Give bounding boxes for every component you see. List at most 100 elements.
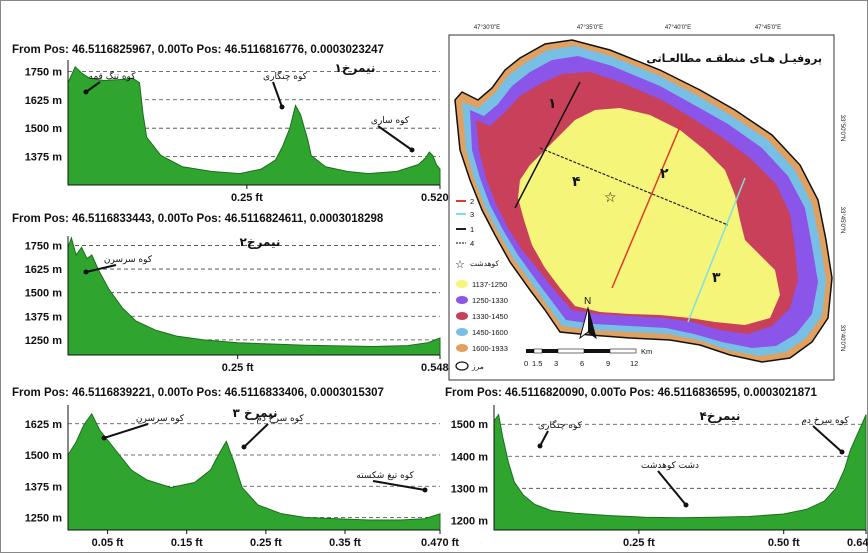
landmark-label: کوه چنگاری bbox=[538, 419, 583, 431]
legend-class-swatch bbox=[456, 296, 468, 304]
profile4-header: From Pos: 46.5116820090, 0.00To Pos: 46.… bbox=[445, 387, 818, 399]
x-tick-label: 0.470 ft bbox=[421, 537, 459, 549]
north-arrow-fill bbox=[588, 308, 596, 338]
y-tick-label: 1625 m bbox=[25, 264, 63, 276]
map-top-coord: 47°40'0"E bbox=[665, 25, 691, 31]
annotation-arrowhead bbox=[683, 502, 689, 508]
landmark-label: کوه ساری bbox=[371, 116, 410, 126]
legend-line-label: 1 bbox=[470, 225, 474, 234]
x-tick-label: 0.25 ft bbox=[623, 537, 655, 549]
map-top-coord: 47°30'0"E bbox=[474, 25, 500, 31]
scale-seg bbox=[557, 348, 585, 354]
y-tick-label: 1625 m bbox=[25, 419, 63, 431]
legend-class-swatch bbox=[456, 312, 468, 320]
landmark-label: کوه سرسرن bbox=[136, 414, 185, 424]
map-side-coord: 33°50'0"N bbox=[839, 115, 845, 142]
legend-class-label: 1450-1600 bbox=[472, 328, 508, 337]
landmark-label: کوه چنگاری bbox=[263, 70, 308, 82]
profile-title: نیمرخ ۳ bbox=[232, 406, 277, 420]
scale-label: 0 bbox=[524, 359, 528, 368]
annotation-arrow bbox=[85, 264, 117, 273]
profile3-chart: 1625 m 1500 m 1375 m 1250 m 0.05 ft 0.15 ft 0.… bbox=[25, 405, 459, 549]
annotation-arrow bbox=[85, 81, 101, 93]
annotation-arrow bbox=[103, 423, 149, 439]
landmark-label: کوه تیغ شکسته bbox=[356, 471, 414, 481]
scale-label: 12 bbox=[630, 359, 638, 368]
elevation-area bbox=[67, 412, 441, 531]
annotation-arrowhead bbox=[409, 147, 415, 153]
y-tick-label: 1375 m bbox=[25, 311, 63, 323]
x-tick-label: 0.50 ft bbox=[768, 537, 800, 549]
zone-label: ۴ bbox=[572, 174, 581, 190]
y-tick-label: 1750 m bbox=[25, 66, 63, 78]
annotation-arrowhead bbox=[83, 89, 89, 95]
profile3-header: From Pos: 46.5116839221, 0.00To Pos: 46.… bbox=[12, 387, 384, 399]
annotation-arrowhead bbox=[101, 435, 107, 441]
y-tick-label: 1500 m bbox=[451, 419, 489, 431]
x-tick-label: 0.35 ft bbox=[329, 537, 361, 549]
landmark-label: کوه سرخ دم bbox=[256, 414, 304, 424]
y-tick-label: 1500 m bbox=[25, 450, 63, 462]
study-area-boundary bbox=[454, 39, 833, 363]
zone-label: ۱ bbox=[548, 96, 557, 112]
y-tick-label: 1300 m bbox=[451, 483, 489, 495]
profile-line-1 bbox=[514, 81, 581, 209]
map-top-coord: 47°35'0"E bbox=[577, 25, 603, 31]
y-tick-label: 1500 m bbox=[25, 123, 63, 135]
map-title: پروفیـل هـای منطقـه مطالعـاتی bbox=[646, 52, 822, 65]
scale-label: 3 bbox=[554, 359, 558, 368]
x-tick-label: 0.25 ft bbox=[231, 192, 263, 204]
legend-class-label: 1330-1450 bbox=[472, 312, 508, 321]
map-legend: 2 3 1 4 ☆ کوهدشت 1137-1250 1250-1330 133… bbox=[455, 197, 508, 371]
y-tick-label: 1625 m bbox=[25, 95, 63, 107]
profile2-header: From Pos: 46.5116833443, 0.00To Pos: 46.… bbox=[12, 213, 384, 225]
annotation-arrowhead bbox=[422, 487, 428, 493]
elevation-band-1137-1250 bbox=[518, 108, 780, 325]
y-tick-label: 1250 m bbox=[25, 335, 63, 347]
y-tick-label: 1400 m bbox=[451, 451, 489, 463]
profile-title: نیمرخ۱ bbox=[335, 61, 376, 75]
kuhdasht-star-icon: ☆ bbox=[604, 190, 617, 206]
legend-line-label: 3 bbox=[470, 210, 474, 219]
zone-label: ۳ bbox=[712, 270, 721, 286]
zone-label: ۲ bbox=[660, 166, 669, 182]
legend-line-label: 2 bbox=[470, 197, 474, 206]
scale-seg bbox=[533, 348, 543, 354]
landmark-label: کوه سرسرن bbox=[104, 255, 153, 265]
profile-title: نیمرخ۴ bbox=[700, 409, 741, 423]
annotation-arrow bbox=[243, 423, 269, 448]
scale-label: 9 bbox=[606, 359, 610, 368]
profile-line-2 bbox=[611, 114, 686, 289]
scale-seg bbox=[526, 349, 534, 353]
annotation-arrow bbox=[539, 430, 549, 447]
scale-label: 6 bbox=[580, 359, 584, 368]
y-tick-label: 1375 m bbox=[25, 481, 63, 493]
profile-title: نیمرخ۲ bbox=[240, 235, 281, 249]
annotation-arrowhead bbox=[241, 444, 247, 450]
annotation-arrowhead bbox=[839, 449, 845, 455]
annotation-arrowhead bbox=[279, 104, 285, 110]
landmark-label: دشت کوهدشت bbox=[641, 461, 699, 471]
landmark-label: کوه سرخ دم bbox=[801, 416, 849, 426]
y-tick-label: 1250 m bbox=[25, 513, 63, 525]
x-tick-label: 0.25 ft bbox=[250, 537, 282, 549]
profile-line-3 bbox=[687, 177, 746, 323]
x-tick-label: 0.05 ft bbox=[92, 537, 124, 549]
elevation-area bbox=[67, 236, 441, 356]
scale-seg bbox=[584, 349, 610, 353]
legend-class-label: 1250-1330 bbox=[472, 296, 508, 305]
annotation-arrow bbox=[272, 81, 283, 108]
legend-star-icon: ☆ bbox=[455, 258, 465, 271]
y-tick-label: 1200 m bbox=[451, 515, 489, 527]
y-tick-label: 1375 m bbox=[25, 152, 63, 164]
scale-unit: Km bbox=[641, 347, 652, 356]
legend-star-label: کوهدشت bbox=[470, 259, 499, 268]
elevation-area bbox=[493, 413, 867, 531]
north-label: N bbox=[584, 296, 591, 307]
x-tick-label: 0.642 ft bbox=[847, 537, 868, 549]
legend-class-label: 1137-1250 bbox=[472, 280, 507, 289]
legend-border-swatch bbox=[455, 361, 469, 371]
